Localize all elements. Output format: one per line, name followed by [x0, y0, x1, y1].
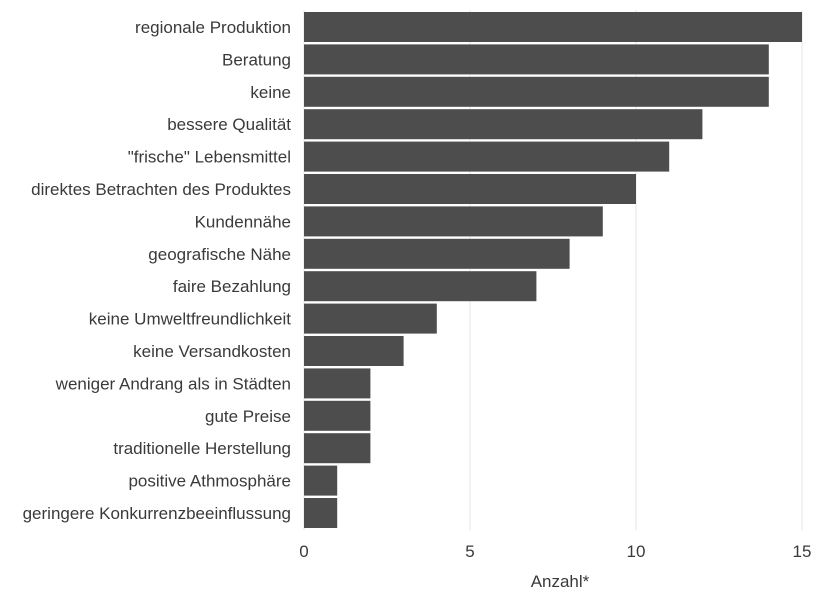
bar: [304, 44, 769, 75]
bars: [304, 12, 802, 528]
category-label: traditionelle Herstellung: [113, 439, 291, 458]
x-tick-label: 15: [793, 542, 812, 561]
x-tick-label: 10: [627, 542, 646, 561]
category-label: geringere Konkurrenzbeeinflussung: [23, 504, 291, 523]
category-label: direktes Betrachten des Produktes: [31, 180, 291, 199]
category-label: regionale Produktion: [135, 18, 291, 37]
bar: [304, 303, 437, 334]
category-label: keine: [250, 83, 291, 102]
bar: [304, 465, 338, 496]
category-label: keine Versandkosten: [133, 342, 291, 361]
bar: [304, 336, 404, 366]
category-label: Beratung: [222, 50, 291, 69]
category-label: geografische Nähe: [148, 245, 291, 264]
bar: [304, 206, 603, 237]
bar: [304, 141, 670, 172]
category-label: "frische" Lebensmittel: [128, 148, 291, 167]
bar: [304, 271, 537, 302]
bar: [304, 174, 636, 204]
bar: [304, 109, 703, 140]
category-label: Kundennähe: [195, 212, 291, 231]
category-label: keine Umweltfreundlichkeit: [89, 310, 291, 329]
category-label: faire Bezahlung: [173, 277, 291, 296]
x-tick-label: 5: [465, 542, 474, 561]
bar: [304, 12, 802, 42]
bar: [304, 433, 371, 464]
category-label: bessere Qualität: [167, 115, 291, 134]
category-label: positive Athmosphäre: [128, 472, 291, 491]
x-tick-labels: 0 5 10 15: [299, 542, 811, 561]
category-label: weniger Andrang als in Städten: [55, 374, 291, 393]
bar: [304, 498, 338, 528]
x-axis-title: Anzahl*: [531, 572, 590, 591]
category-label: gute Preise: [205, 407, 291, 426]
bar: [304, 368, 371, 399]
bar: [304, 400, 371, 431]
x-tick-label: 0: [299, 542, 308, 561]
category-labels: regionale Produktion Beratung keine bessere…: [23, 18, 292, 523]
bar: [304, 238, 570, 269]
bar: [304, 76, 769, 107]
